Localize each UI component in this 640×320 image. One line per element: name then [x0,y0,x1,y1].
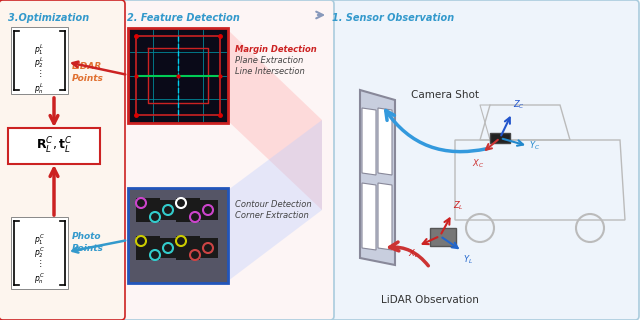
Text: $p_1^C$: $p_1^C$ [33,232,45,247]
Text: $p_2^L$: $p_2^L$ [34,55,44,70]
Text: 1. Sensor Observation: 1. Sensor Observation [332,13,454,23]
FancyBboxPatch shape [158,200,178,220]
Polygon shape [360,90,395,265]
FancyBboxPatch shape [490,133,510,143]
FancyBboxPatch shape [158,238,178,258]
Text: $\vdots$: $\vdots$ [36,68,42,79]
Polygon shape [362,108,376,175]
FancyBboxPatch shape [430,228,456,246]
FancyBboxPatch shape [11,27,68,94]
Text: $\vdots$: $\vdots$ [36,258,42,269]
Polygon shape [378,108,392,175]
Text: $p_n^C$: $p_n^C$ [33,271,45,286]
FancyBboxPatch shape [198,200,218,220]
Polygon shape [228,120,322,281]
Text: $X_L$: $X_L$ [408,248,419,260]
Text: $p_1^L$: $p_1^L$ [34,42,44,57]
Text: Margin Detection: Margin Detection [235,45,317,54]
Text: $\mathbf{R}_L^C, \mathbf{t}_L^C$: $\mathbf{R}_L^C, \mathbf{t}_L^C$ [36,136,72,156]
Text: $p_2^C$: $p_2^C$ [33,245,45,260]
Text: Camera Shot: Camera Shot [411,90,479,100]
Text: 3.Optimization: 3.Optimization [8,13,89,23]
FancyBboxPatch shape [321,0,639,320]
Polygon shape [378,183,392,250]
Text: LiDAR Observation: LiDAR Observation [381,295,479,305]
Text: Line Intersection: Line Intersection [235,67,305,76]
Polygon shape [228,30,322,210]
Text: Plane Extraction: Plane Extraction [235,56,303,65]
Text: Photo
Points: Photo Points [72,232,104,253]
Text: $X_C$: $X_C$ [472,158,484,171]
FancyBboxPatch shape [11,217,68,289]
FancyBboxPatch shape [8,128,100,164]
Text: $p_n^L$: $p_n^L$ [34,81,44,96]
FancyBboxPatch shape [176,198,200,222]
Polygon shape [362,183,376,250]
Text: $Y_C$: $Y_C$ [529,140,540,152]
Text: Corner Extraction: Corner Extraction [235,211,308,220]
Text: $Z_C$: $Z_C$ [513,99,525,111]
FancyBboxPatch shape [128,28,228,123]
Text: LiDAR
Points: LiDAR Points [72,62,104,83]
FancyBboxPatch shape [136,236,160,260]
Text: $Z_L$: $Z_L$ [453,199,464,212]
FancyBboxPatch shape [0,0,125,320]
Text: 2. Feature Detection: 2. Feature Detection [127,13,240,23]
FancyBboxPatch shape [198,238,218,258]
FancyBboxPatch shape [116,0,334,320]
Text: $Y_L$: $Y_L$ [463,253,473,266]
FancyBboxPatch shape [176,236,200,260]
Text: Contour Detection: Contour Detection [235,200,312,209]
FancyBboxPatch shape [136,198,160,222]
FancyBboxPatch shape [128,188,228,283]
